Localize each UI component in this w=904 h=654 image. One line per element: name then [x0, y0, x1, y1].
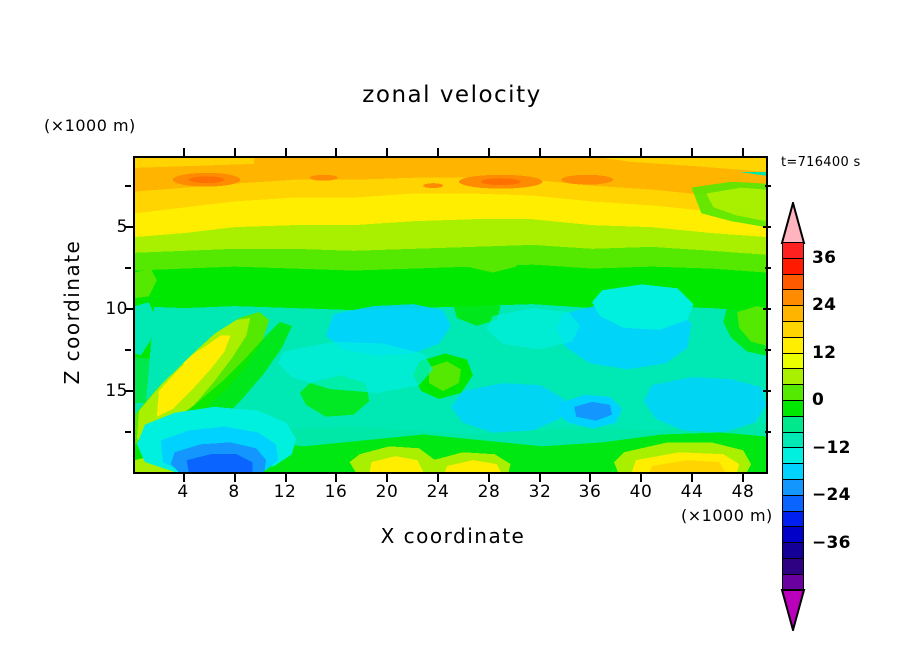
contour-plot-area — [133, 156, 768, 474]
x-tick-label: 24 — [426, 482, 450, 502]
chart-title: zonal velocity — [362, 82, 542, 108]
x-tick-label: 16 — [324, 482, 348, 502]
x-axis-tick-labels: 4 8 12 16 20 24 28 32 36 40 44 48 — [133, 482, 768, 502]
colorbar-label: 24 — [812, 295, 837, 315]
x-axis-title: X coordinate — [380, 524, 526, 548]
colorbar-top-cap-icon — [780, 202, 806, 244]
colorbar-label: −12 — [812, 438, 851, 458]
x-axis-units-label: (×1000 m) — [681, 506, 773, 525]
contour-field — [135, 158, 766, 472]
colorbar-label: −24 — [812, 485, 851, 505]
x-tick-label: 40 — [629, 482, 653, 502]
x-tick-label: 44 — [680, 482, 704, 502]
x-tick-label: 4 — [177, 482, 189, 502]
y-tick-label: 15 — [105, 381, 128, 401]
x-tick-label: 12 — [273, 482, 297, 502]
y-axis-units-label: (×1000 m) — [44, 116, 136, 135]
y-axis-tick-labels: 15 10 5 — [88, 156, 128, 474]
colorbar-label: −36 — [812, 533, 851, 553]
colorbar-bottom-cap-icon — [780, 589, 806, 631]
x-tick-label: 32 — [528, 482, 552, 502]
colorbar-bands — [782, 242, 804, 590]
x-tick-label: 36 — [578, 482, 602, 502]
colorbar-label: 36 — [812, 248, 837, 268]
y-tick-label: 5 — [116, 217, 128, 237]
y-tick-label: 10 — [105, 299, 128, 319]
y-axis-title: Z coordinate — [60, 239, 84, 385]
x-tick-label: 8 — [228, 482, 240, 502]
x-tick-label: 20 — [375, 482, 399, 502]
x-tick-label: 48 — [731, 482, 755, 502]
colorbar-label: 0 — [812, 390, 825, 410]
x-tick-label: 28 — [477, 482, 501, 502]
time-annotation: t=716400 s — [781, 155, 861, 170]
colorbar-label: 12 — [812, 343, 837, 363]
